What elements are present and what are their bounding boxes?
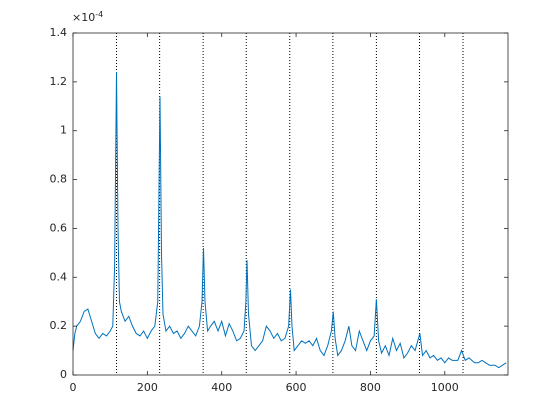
exponent-power: -4 — [95, 10, 103, 19]
x-tick-label: 800 — [360, 381, 381, 394]
x-tick-label: 1000 — [431, 381, 459, 394]
y-tick-label: 1 — [60, 124, 67, 137]
x-tick-label: 400 — [211, 381, 232, 394]
x-tick-label: 200 — [137, 381, 158, 394]
y-tick-label: 0 — [60, 368, 67, 381]
axis-exponent: ×10-4 — [72, 10, 103, 25]
y-tick-label: 1.2 — [50, 75, 68, 88]
data-line — [72, 72, 507, 369]
y-tick-label: 0.6 — [50, 221, 68, 234]
exponent-base: ×10 — [72, 11, 95, 24]
y-tick-label: 0.2 — [50, 319, 68, 332]
x-tick-label: 0 — [70, 381, 77, 394]
x-tick-label: 600 — [286, 381, 307, 394]
y-tick-label: 1.4 — [50, 26, 68, 39]
axes-box — [72, 32, 509, 376]
y-tick-label: 0.4 — [50, 270, 68, 283]
y-tick-label: 0.8 — [50, 173, 68, 186]
plot-area — [73, 33, 508, 375]
